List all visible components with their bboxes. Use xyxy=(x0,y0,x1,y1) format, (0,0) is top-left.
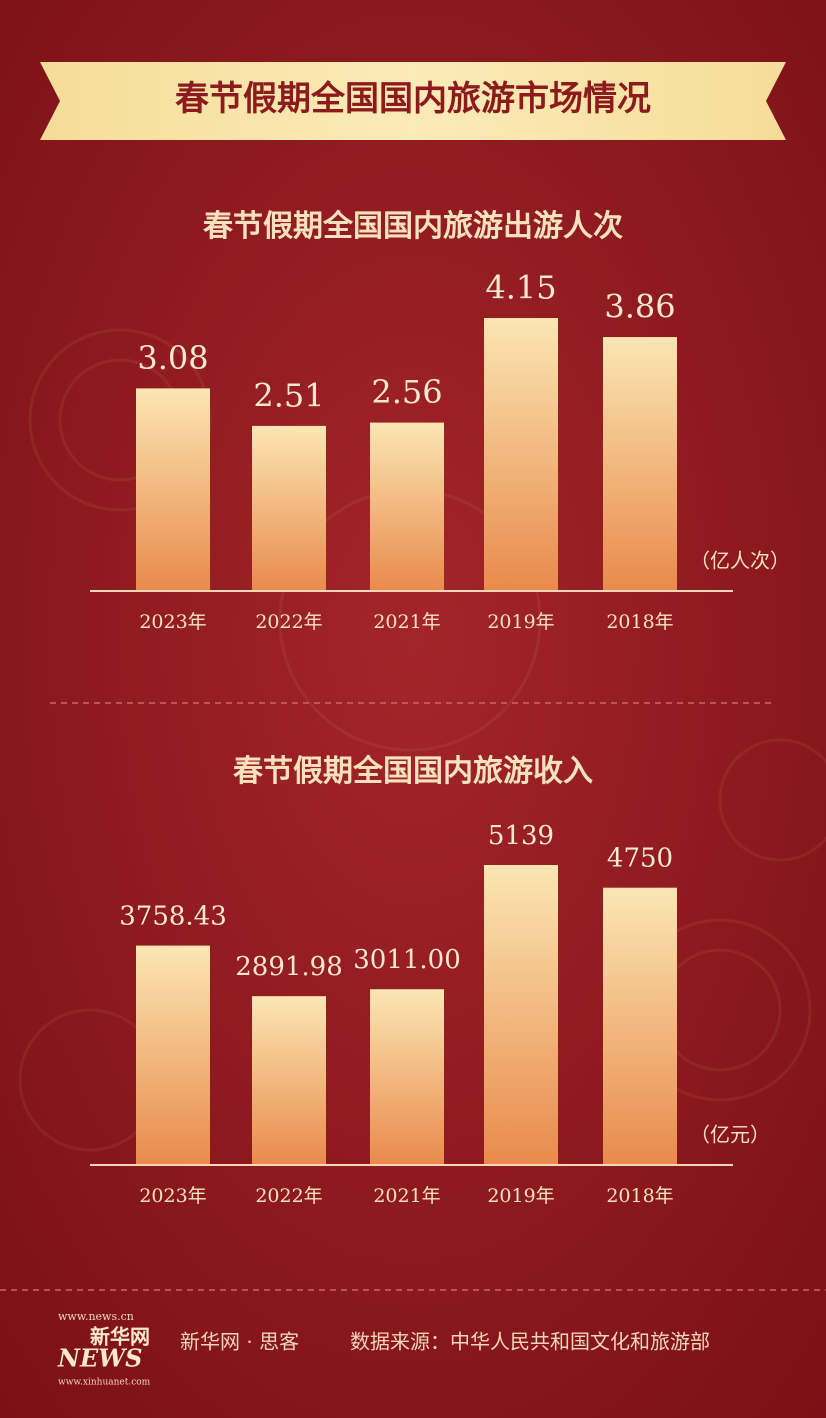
bar xyxy=(484,318,558,591)
bar xyxy=(136,388,210,591)
chart-title: 春节假期全国国内旅游收入 xyxy=(233,754,593,789)
value-label: 3758.43 xyxy=(119,902,227,932)
x-tick-label: 2022年 xyxy=(255,1185,322,1207)
bar xyxy=(370,422,444,591)
value-label: 3011.00 xyxy=(353,945,461,975)
logo-site: www.news.cn xyxy=(58,1310,134,1323)
x-tick-label: 2018年 xyxy=(606,1185,673,1207)
bar xyxy=(252,996,326,1165)
value-label: 2.56 xyxy=(371,373,442,411)
bar xyxy=(252,425,326,591)
x-tick-label: 2019年 xyxy=(487,1185,554,1207)
value-label: 2.51 xyxy=(253,376,324,414)
unit-label: （亿元） xyxy=(690,1123,770,1147)
bar xyxy=(370,989,444,1165)
value-label: 3.08 xyxy=(137,339,208,377)
value-label: 2891.98 xyxy=(235,952,343,982)
logo: www.news.cn 新华网 NEWS www.xinhuanet.com xyxy=(57,1310,151,1388)
source: 数据来源：中华人民共和国文化和旅游部 xyxy=(350,1330,710,1354)
logo-word: NEWS xyxy=(57,1344,143,1373)
x-tick-label: 2018年 xyxy=(606,611,673,633)
chart-title: 春节假期全国国内旅游出游人次 xyxy=(203,209,623,244)
x-tick-label: 2022年 xyxy=(255,611,322,633)
bar xyxy=(136,945,210,1165)
logo-name: 新华网 xyxy=(90,1325,150,1349)
credit: 新华网 · 思客 xyxy=(180,1330,299,1354)
page-title: 春节假期全国国内旅游市场情况 xyxy=(175,79,651,119)
x-tick-label: 2021年 xyxy=(373,611,440,633)
unit-label: （亿人次） xyxy=(690,549,790,573)
x-tick-label: 2023年 xyxy=(139,611,206,633)
x-tick-label: 2021年 xyxy=(373,1185,440,1207)
value-label: 4.15 xyxy=(485,269,556,307)
bar xyxy=(603,337,677,591)
value-label: 4750 xyxy=(607,844,673,874)
value-label: 3.86 xyxy=(604,288,675,326)
title-banner xyxy=(40,62,786,140)
x-tick-label: 2023年 xyxy=(139,1185,206,1207)
x-tick-label: 2019年 xyxy=(487,611,554,633)
bar xyxy=(603,887,677,1165)
logo-site2: www.xinhuanet.com xyxy=(58,1378,151,1388)
value-label: 5139 xyxy=(488,821,554,851)
bar xyxy=(484,865,558,1165)
